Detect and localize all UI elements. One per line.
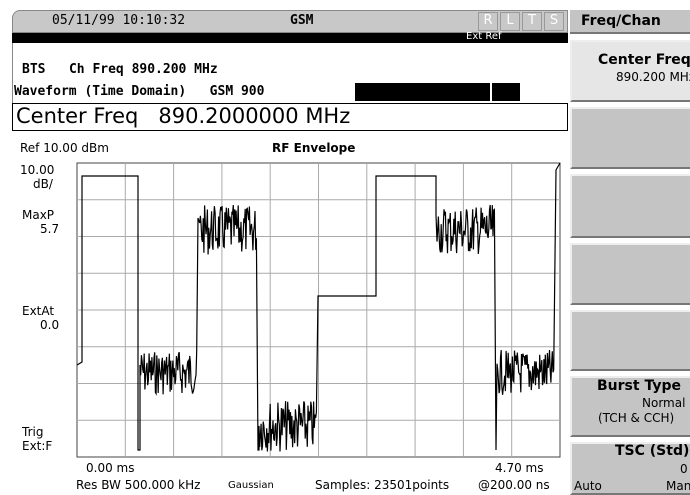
filter: Gaussian bbox=[228, 480, 274, 491]
scale-value: 10.00 bbox=[20, 163, 55, 177]
softkey-empty[interactable] bbox=[570, 310, 690, 371]
ref-bar bbox=[12, 33, 568, 43]
mode: GSM bbox=[290, 13, 314, 28]
indicator: T bbox=[522, 12, 542, 31]
softkey-burst-type[interactable] bbox=[570, 376, 690, 437]
active-function: Center Freq 890.2000000 MHz bbox=[16, 104, 351, 128]
maxp-label: MaxP bbox=[22, 208, 55, 222]
softkey-value: Normal bbox=[642, 396, 686, 410]
trig-value: Ext:F bbox=[22, 439, 53, 453]
softkey-empty[interactable] bbox=[570, 243, 690, 305]
status-bar bbox=[12, 10, 568, 33]
info-line2: Waveform (Time Domain) GSM 900 bbox=[14, 84, 265, 99]
softkey-detail: (TCH & CCH) bbox=[598, 411, 675, 425]
extat-value: 0.0 bbox=[40, 318, 60, 332]
trig-label: Trig bbox=[22, 425, 44, 439]
softkey-center-freq[interactable] bbox=[570, 40, 690, 102]
ref-level: Ref 10.00 dBm bbox=[20, 141, 109, 155]
res-bw: Res BW 500.000 kHz bbox=[76, 478, 201, 492]
softkey-value: 0 bbox=[680, 462, 688, 476]
meter-bar bbox=[355, 83, 490, 101]
x-start: 0.00 ms bbox=[86, 461, 135, 475]
menu-title: Freq/Chan bbox=[581, 13, 661, 29]
active-function-box bbox=[12, 103, 568, 131]
meter-bar bbox=[492, 83, 520, 101]
ref-status: Ext Ref bbox=[466, 31, 502, 42]
indicator: S bbox=[544, 12, 564, 31]
scale-unit: dB/ bbox=[33, 177, 53, 191]
samples: Samples: 23501points bbox=[315, 478, 450, 492]
softkey-tsc[interactable] bbox=[570, 442, 690, 495]
softkey-header bbox=[570, 10, 690, 34]
softkey-label: Burst Type bbox=[597, 378, 681, 394]
interval: @200.00 ns bbox=[478, 478, 550, 492]
softkey-man: Man bbox=[666, 479, 690, 493]
x-end: 4.70 ms bbox=[495, 461, 544, 475]
datetime: 05/11/99 10:10:32 bbox=[52, 13, 186, 28]
indicator: R bbox=[478, 12, 498, 31]
softkey-value: 890.200 MHz bbox=[616, 70, 690, 84]
softkey-label: Center Freq bbox=[598, 52, 690, 68]
maxp-value: 5.7 bbox=[40, 222, 60, 236]
softkey-label: TSC (Std) bbox=[615, 443, 690, 459]
display-title: RF Envelope bbox=[272, 141, 356, 155]
softkey-empty[interactable] bbox=[570, 174, 690, 238]
extat-label: ExtAt bbox=[22, 304, 55, 318]
indicator: L bbox=[500, 12, 520, 31]
softkey-auto: Auto bbox=[574, 479, 602, 493]
trace bbox=[76, 162, 561, 452]
info-line1: BTS Ch Freq 890.200 MHz bbox=[22, 62, 218, 77]
softkey-empty[interactable] bbox=[570, 107, 690, 169]
